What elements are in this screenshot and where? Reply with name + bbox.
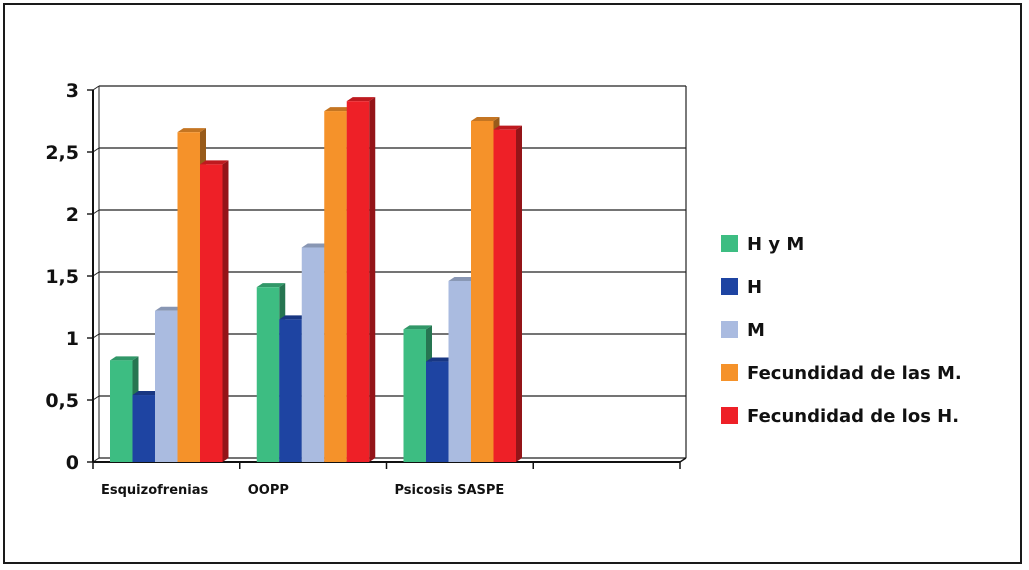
x-tick-label: Esquizofrenias bbox=[101, 483, 208, 498]
legend-label: Fecundidad de los H. bbox=[747, 406, 959, 427]
bar bbox=[324, 111, 347, 462]
bar bbox=[200, 164, 223, 462]
bar-top bbox=[471, 117, 500, 121]
bar bbox=[471, 121, 494, 462]
bar bbox=[448, 280, 471, 462]
legend-swatch bbox=[721, 364, 738, 381]
bar-top bbox=[256, 283, 286, 288]
y-tick-label: 1 bbox=[66, 328, 79, 350]
y-tick-label: 2 bbox=[66, 204, 79, 226]
bar bbox=[256, 287, 280, 462]
bar-top bbox=[346, 97, 376, 102]
bar bbox=[132, 395, 155, 462]
y-tick-label: 2,5 bbox=[45, 142, 79, 164]
legend-swatch bbox=[721, 235, 738, 252]
bar-top bbox=[110, 356, 139, 361]
bar-top bbox=[279, 315, 308, 320]
y-tick-label: 0,5 bbox=[45, 390, 79, 412]
bar bbox=[110, 360, 133, 462]
legend-label: M bbox=[747, 320, 765, 341]
legend-swatch bbox=[721, 321, 738, 338]
bar-top bbox=[448, 276, 477, 281]
bar bbox=[346, 101, 370, 462]
legend-label: Fecundidad de las M. bbox=[747, 363, 962, 384]
bar bbox=[301, 247, 325, 462]
legend-label: H bbox=[747, 277, 762, 298]
bar-side bbox=[222, 160, 229, 462]
bar bbox=[403, 329, 426, 462]
bar bbox=[426, 361, 449, 462]
bar-top bbox=[493, 125, 522, 130]
bar-top bbox=[200, 160, 229, 165]
y-tick-label: 3 bbox=[66, 80, 79, 102]
bar-top bbox=[177, 128, 206, 133]
x-tick-label: OOPP bbox=[248, 483, 289, 498]
bar-side bbox=[516, 125, 522, 463]
bar-top bbox=[403, 325, 432, 330]
bar-top bbox=[132, 391, 161, 396]
y-tick-label: 1,5 bbox=[45, 266, 79, 288]
x-axis-depth bbox=[679, 457, 687, 463]
legend-swatch bbox=[721, 407, 738, 424]
bar bbox=[279, 319, 302, 462]
grid-depth-line bbox=[92, 85, 100, 91]
bar bbox=[155, 310, 178, 462]
bar-top bbox=[301, 243, 331, 248]
bar-top bbox=[155, 306, 184, 311]
legend-swatch bbox=[721, 278, 738, 295]
legend-label: H y M bbox=[747, 234, 804, 255]
bar-side bbox=[369, 97, 376, 462]
y-tick-label: 0 bbox=[66, 452, 79, 474]
bar bbox=[493, 129, 516, 462]
bar-top bbox=[426, 357, 455, 362]
bar bbox=[177, 132, 200, 462]
x-tick-label: Psicosis SASPE bbox=[395, 483, 505, 498]
bar-top bbox=[324, 107, 353, 112]
